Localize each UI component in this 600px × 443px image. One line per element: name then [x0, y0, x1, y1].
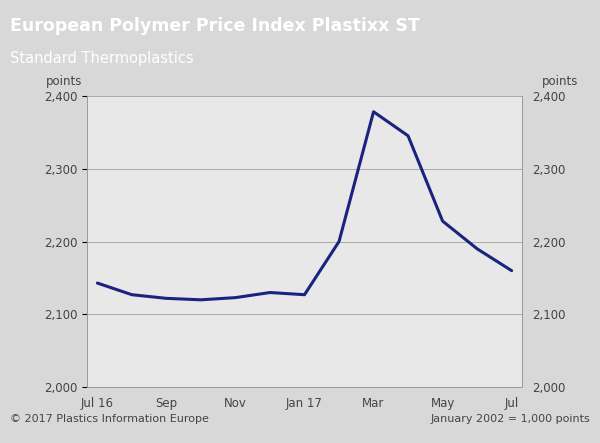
Text: European Polymer Price Index Plastixx ST: European Polymer Price Index Plastixx ST [10, 17, 419, 35]
Text: January 2002 = 1,000 points: January 2002 = 1,000 points [431, 415, 590, 424]
Text: points: points [542, 75, 578, 89]
Text: © 2017 Plastics Information Europe: © 2017 Plastics Information Europe [10, 415, 208, 424]
Text: Standard Thermoplastics: Standard Thermoplastics [10, 51, 193, 66]
Text: points: points [46, 75, 82, 89]
